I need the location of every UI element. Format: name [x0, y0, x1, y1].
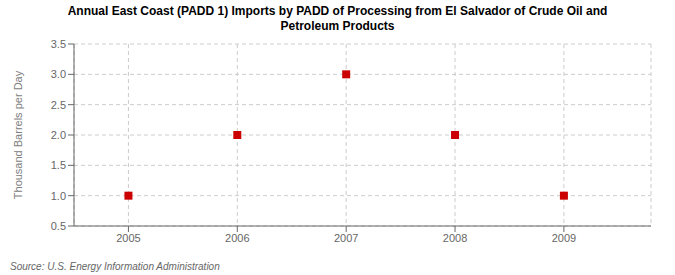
- svg-text:2007: 2007: [334, 232, 358, 244]
- svg-text:2005: 2005: [116, 232, 140, 244]
- svg-text:2008: 2008: [443, 232, 467, 244]
- svg-text:0.5: 0.5: [51, 220, 66, 232]
- svg-text:3.0: 3.0: [51, 68, 66, 80]
- html-text:Petroleum Products: Petroleum Products: [280, 19, 395, 33]
- svg-text:1.5: 1.5: [51, 159, 66, 171]
- svg-text:2.5: 2.5: [51, 99, 66, 111]
- svg-text:1.0: 1.0: [51, 190, 66, 202]
- svg-text:2.0: 2.0: [51, 129, 66, 141]
- svg-text:3.5: 3.5: [51, 38, 66, 50]
- html-text:Annual East Coast (PADD 1) Imp: Annual East Coast (PADD 1) Imports by PA…: [67, 4, 608, 18]
- svg-text:Thousand Barrels per Day: Thousand Barrels per Day: [12, 70, 24, 199]
- svg-text:2009: 2009: [552, 232, 576, 244]
- html-text:Source: U.S. Energy Informatio: Source: U.S. Energy Information Administ…: [10, 261, 220, 272]
- svg-text:2006: 2006: [225, 232, 249, 244]
